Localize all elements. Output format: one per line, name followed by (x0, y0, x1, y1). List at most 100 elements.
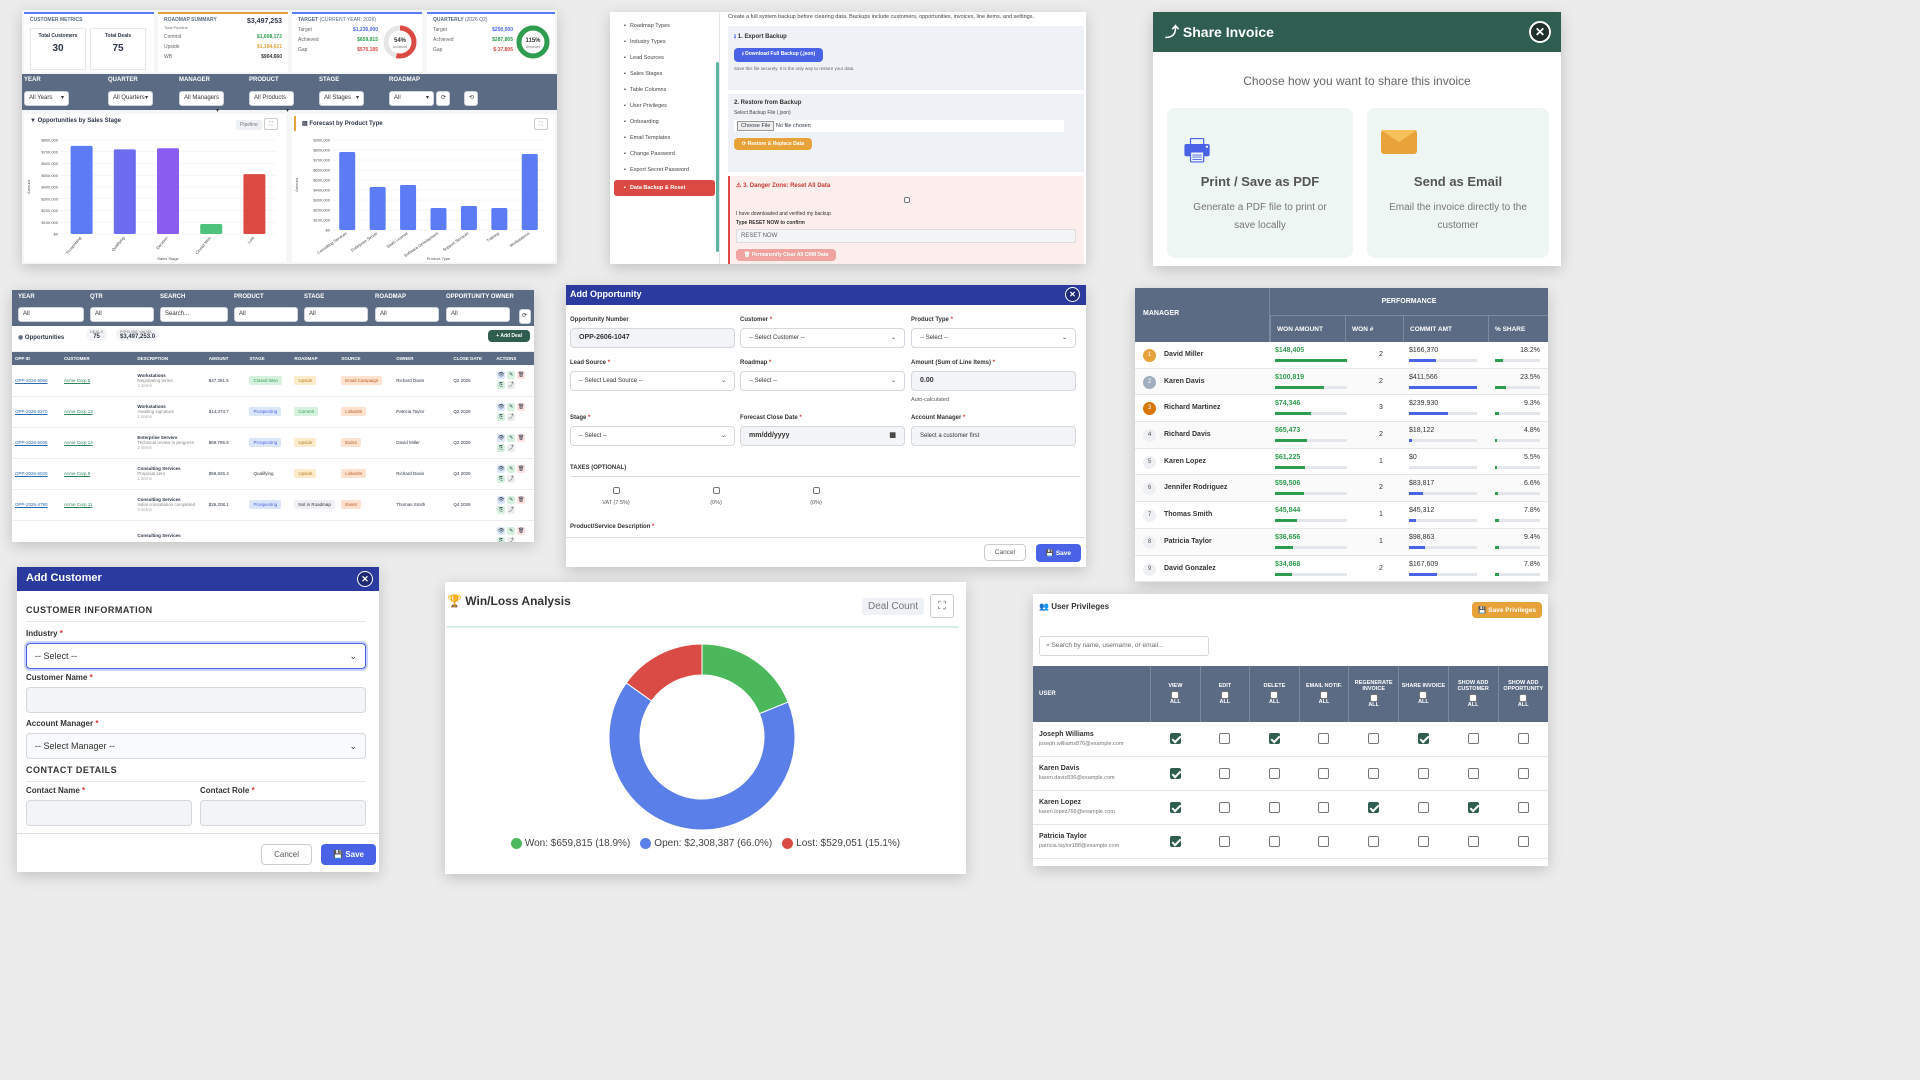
performance-row[interactable]: 2 Karen Davis $100,819 2 $411,566 23.5% (1135, 368, 1548, 396)
legend-item[interactable]: Open: $2,308,387 (66.0%) (640, 838, 772, 849)
settings-nav-item[interactable]: ▪ Change Password (614, 146, 715, 162)
user-search-input[interactable]: ⌕ Search by name, username, or email... (1039, 636, 1209, 656)
deals-filter-select[interactable]: All (446, 307, 510, 322)
customer-link[interactable]: Acme Corp 5 (63, 377, 91, 383)
privilege-checkbox[interactable] (1219, 733, 1231, 745)
legend-item[interactable]: Won: $659,815 (18.9%) (510, 838, 630, 849)
deals-column-header[interactable]: OWNER (396, 356, 414, 361)
privilege-checkbox[interactable] (1417, 801, 1429, 813)
privilege-checkbox[interactable] (1517, 835, 1529, 847)
privilege-checkbox[interactable] (1219, 801, 1231, 813)
performance-row[interactable]: 7 Thomas Smith $45,844 1 $45,312 7.8% (1135, 502, 1548, 529)
cust-account-manager-select[interactable]: -- Select Manager -- ⌄ (26, 733, 366, 759)
choose-file-button[interactable]: Choose File (737, 121, 775, 131)
privilege-checkbox[interactable] (1467, 733, 1479, 745)
settings-nav-item[interactable]: ▪ Table Columns (614, 82, 715, 98)
select-all-checkbox[interactable] (1419, 691, 1428, 699)
privilege-checkbox[interactable] (1368, 801, 1380, 813)
lead-source-select[interactable]: -- Select Lead Source -- ⌄ (570, 371, 735, 391)
add-customer-close-icon[interactable]: ✕ (357, 571, 373, 587)
print-pdf-option[interactable]: 🖶 Print / Save as PDF Generate a PDF fil… (1167, 108, 1353, 258)
deals-column-header[interactable]: OPP ID (15, 356, 31, 361)
select-all-checkbox[interactable] (1270, 691, 1279, 699)
performance-row[interactable]: 8 Patricia Taylor $36,656 1 $98,863 9.4% (1135, 528, 1548, 556)
opp-number-field[interactable]: OPP-2606-1047 (570, 328, 735, 348)
privilege-checkbox[interactable] (1219, 835, 1231, 847)
share-icon[interactable]: ⤴ (507, 381, 516, 390)
deals-refresh-icon[interactable]: ⟳ (519, 309, 531, 324)
table-row[interactable]: Consulting Services 👁 ✎ 🗑 ⎘ ⤴ (12, 520, 534, 542)
deals-filter-select[interactable]: Search... (160, 307, 228, 322)
contact-role-input[interactable] (200, 800, 366, 826)
privilege-checkbox[interactable] (1318, 835, 1330, 847)
copy-icon[interactable]: ⎘ (497, 381, 506, 390)
tax2-checkbox[interactable] (712, 487, 720, 494)
deals-filter-select[interactable]: All (90, 307, 154, 322)
bar[interactable] (339, 152, 356, 230)
privilege-checkbox[interactable] (1268, 767, 1280, 779)
performance-row[interactable]: 4 Richard Davis $65,473 2 $18,122 4.8% (1135, 422, 1548, 449)
share-icon[interactable]: ⤴ (507, 536, 516, 542)
bar[interactable] (491, 208, 508, 230)
privilege-checkbox[interactable] (1368, 767, 1380, 779)
privilege-checkbox[interactable] (1517, 733, 1529, 745)
bar[interactable] (243, 174, 266, 234)
filter-select[interactable]: All Stages ▾ (319, 91, 364, 106)
view-icon[interactable]: 👁 (497, 495, 506, 504)
privilege-checkbox[interactable] (1517, 801, 1529, 813)
close-date-input[interactable]: mm/dd/yyyy ▦ (740, 426, 905, 446)
privilege-checkbox[interactable] (1169, 801, 1181, 813)
industry-select[interactable]: -- Select -- ⌄ (26, 643, 366, 669)
danger-confirm-checkbox[interactable] (904, 196, 910, 203)
customer-link[interactable]: Acme Corp 14 (63, 440, 93, 445)
select-all-checkbox[interactable] (1469, 694, 1478, 702)
bar[interactable] (400, 185, 417, 230)
privilege-checkbox[interactable] (1169, 733, 1181, 745)
user-row[interactable]: Patricia Taylor patricia.taylor188@exampl… (1033, 824, 1548, 858)
copy-icon[interactable]: ⎘ (497, 412, 506, 421)
user-row[interactable]: Karen Lopez karen.lopez766@example.com (1033, 790, 1548, 824)
select-all-checkbox[interactable] (1319, 691, 1328, 699)
customer-name-input[interactable] (26, 687, 366, 713)
privilege-checkbox[interactable] (1417, 767, 1429, 779)
opp-id-link[interactable]: OPP-2026-6005 (15, 440, 48, 445)
deals-column-header[interactable]: ACTIONS (496, 356, 517, 361)
close-icon[interactable]: ✕ (1529, 21, 1551, 43)
select-all-checkbox[interactable] (1369, 694, 1378, 702)
edit-icon[interactable]: ✎ (507, 526, 516, 535)
select-all-checkbox[interactable] (1171, 691, 1180, 699)
share-icon[interactable]: ⤴ (507, 474, 516, 483)
copy-icon[interactable]: ⎘ (497, 505, 506, 514)
filter-select[interactable]: All Products ▾ (249, 91, 294, 114)
share-icon[interactable]: ⤴ (507, 443, 516, 452)
privilege-checkbox[interactable] (1268, 835, 1280, 847)
performance-row[interactable]: 6 Jennifer Rodriguez $59,506 2 $83,817 6.6% (1135, 475, 1548, 503)
deals-column-header[interactable]: CUSTOMER (63, 356, 90, 361)
deals-column-header[interactable]: AMOUNT (208, 356, 229, 361)
user-row[interactable]: Karen Davis karen.davis836@example.com (1033, 756, 1548, 790)
opp-id-link[interactable]: OPP-2026-6020 (15, 471, 48, 476)
view-icon[interactable]: 👁 (497, 402, 506, 411)
stage-select[interactable]: -- Select -- ⌄ (570, 426, 735, 446)
table-row[interactable]: OPP-2026-6020 Acme Corp 9 Consulting Servi… (12, 458, 534, 489)
table-row[interactable]: OPP-2026-6005 Acme Corp 14 Enterprise Serv… (12, 427, 534, 458)
share-icon[interactable]: ⤴ (507, 505, 516, 514)
tax3-checkbox[interactable] (812, 487, 820, 494)
customer-link[interactable] (61, 520, 134, 542)
privilege-checkbox[interactable] (1219, 767, 1231, 779)
save-privileges-button[interactable]: 💾 Save Privileges (1472, 602, 1542, 618)
delete-icon[interactable]: 🗑 (517, 433, 526, 442)
privilege-checkbox[interactable] (1417, 733, 1429, 745)
calendar-icon[interactable]: ▦ (889, 432, 896, 439)
performance-column-header[interactable]: WON # (1345, 316, 1403, 343)
opp-id-link[interactable]: OPP-2026-4790 (15, 502, 48, 507)
add-customer-cancel-button[interactable]: Cancel (261, 844, 312, 865)
table-row[interactable]: OPP-2026-4790 Acme Corp 11 Consulting Serv… (12, 489, 534, 520)
donut-slice-lost[interactable] (625, 643, 703, 702)
opp-id-link[interactable] (12, 520, 61, 542)
stage-chart-expand-icon[interactable]: ⛶ (264, 118, 278, 130)
add-opp-cancel-button[interactable]: Cancel (983, 544, 1026, 561)
privilege-checkbox[interactable] (1417, 835, 1429, 847)
bar[interactable] (113, 149, 136, 234)
privilege-checkbox[interactable] (1517, 767, 1529, 779)
